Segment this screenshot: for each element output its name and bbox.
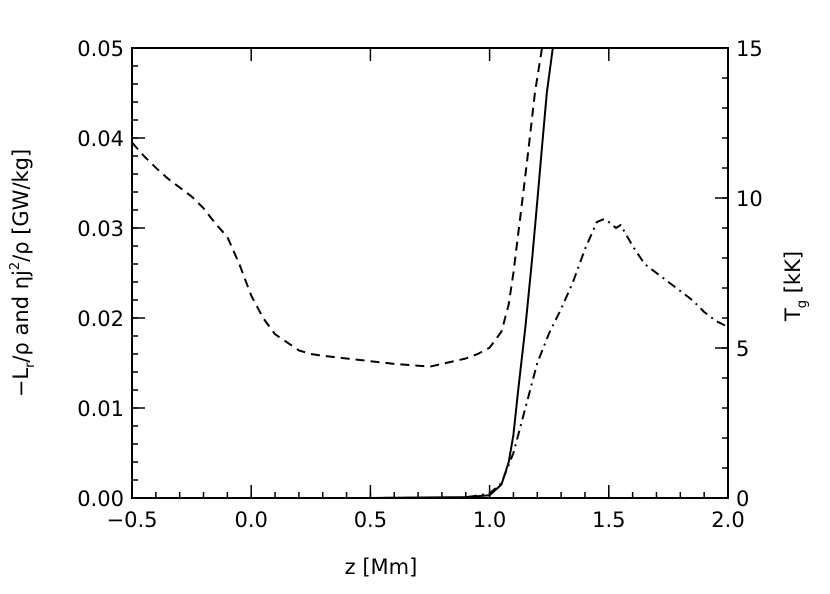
x-tick-label: 1.0 <box>473 508 506 532</box>
y-axis-right-label-sub: g <box>795 300 810 308</box>
x-axis-label: z [Mm] <box>345 555 418 579</box>
y-tick-label: 0.03 <box>77 217 124 241</box>
y-axis-left-label-prefix: −L <box>9 368 33 398</box>
x-tick-label: 0.0 <box>234 508 267 532</box>
series-line-dashdot <box>132 218 728 498</box>
x-tick-label: 2.0 <box>711 508 744 532</box>
y-tick-label: 0.01 <box>77 397 124 421</box>
y-axis-right-label-suffix: [kK] <box>781 251 805 300</box>
y-axis-left-label-suffix: /ρ [GW/kg] <box>9 149 33 262</box>
y-axis-right-ticks: 0 5 10 15 <box>715 37 763 511</box>
y-axis-right-label-prefix: T <box>781 308 805 322</box>
x-tick-label: 0.5 <box>354 508 387 532</box>
x-axis-ticks: −0.5 0.0 0.5 1.0 1.5 2.0 <box>107 48 745 532</box>
plot-lines <box>132 48 728 498</box>
y-tick-label: 0.04 <box>77 127 124 151</box>
y-axis-left-ticks: 0.00 0.01 0.02 0.03 0.04 0.05 <box>77 37 145 511</box>
series-line-solid <box>132 48 554 498</box>
y-axis-right-label: Tg [kK] <box>781 251 810 322</box>
y-tick-label: 0.02 <box>77 307 124 331</box>
y-axis-left-label-middle: /ρ and ηj <box>9 270 33 362</box>
y-axis-left-label-sup: 2 <box>8 262 23 270</box>
y-axis-left-label-sub: r <box>23 362 38 368</box>
y-tick-label: 0.05 <box>77 37 124 61</box>
plot-frame <box>131 47 729 499</box>
y2-tick-label: 0 <box>736 487 749 511</box>
x-tick-label: −0.5 <box>107 508 158 532</box>
series-line-dashed <box>132 48 544 368</box>
y-axis-left-label: −Lr/ρ and ηj2/ρ [GW/kg] <box>8 149 38 397</box>
x-tick-label: 1.5 <box>592 508 625 532</box>
y2-tick-label: 5 <box>736 337 749 361</box>
y-tick-label: 0.00 <box>77 487 124 511</box>
y2-tick-label: 10 <box>736 187 763 211</box>
y2-tick-label: 15 <box>736 37 763 61</box>
